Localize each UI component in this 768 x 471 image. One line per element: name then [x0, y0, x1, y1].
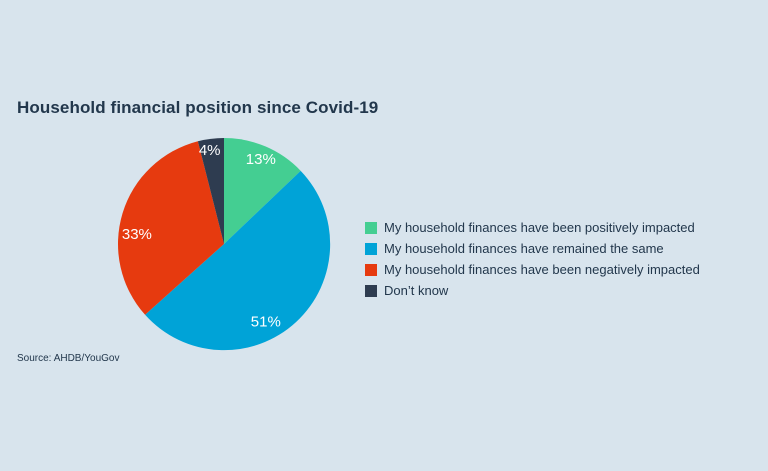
legend-item-positively-impacted: My household finances have been positive…: [365, 217, 700, 238]
chart-title: Household financial position since Covid…: [17, 98, 379, 117]
pie-slice-label: 13%: [246, 151, 276, 168]
legend-item-remained-same: My household finances have remained the …: [365, 238, 700, 259]
legend-item-dont-know: Don’t know: [365, 280, 700, 301]
legend-swatch-remained-same: [365, 242, 377, 255]
pie-slice: [197, 138, 224, 244]
pie-slice-labels: 13% 51% 33% 4%: [122, 142, 281, 330]
legend-item-negatively-impacted: My household finances have been negative…: [365, 259, 700, 280]
legend-swatch-positively-impacted: [365, 221, 377, 234]
legend-swatch-negatively-impacted: [365, 263, 377, 276]
source-note: Source: AHDB/YouGov: [17, 353, 120, 364]
legend-label: My household finances have remained the …: [384, 241, 664, 256]
pie-slice-label: 33%: [122, 226, 152, 243]
pie-slice: [224, 138, 301, 244]
pie-slices: [117, 138, 331, 351]
pie-slice-label: 51%: [251, 313, 281, 330]
chart-legend: My household finances have been positive…: [365, 217, 700, 301]
pie-slice: [117, 141, 224, 315]
legend-label: My household finances have been negative…: [384, 262, 700, 277]
legend-label: My household finances have been positive…: [384, 220, 695, 235]
pie-slice-label: 4%: [199, 142, 221, 159]
legend-label: Don’t know: [384, 283, 449, 298]
legend-swatch-dont-know: [365, 284, 377, 297]
pie-slice: [145, 170, 331, 351]
